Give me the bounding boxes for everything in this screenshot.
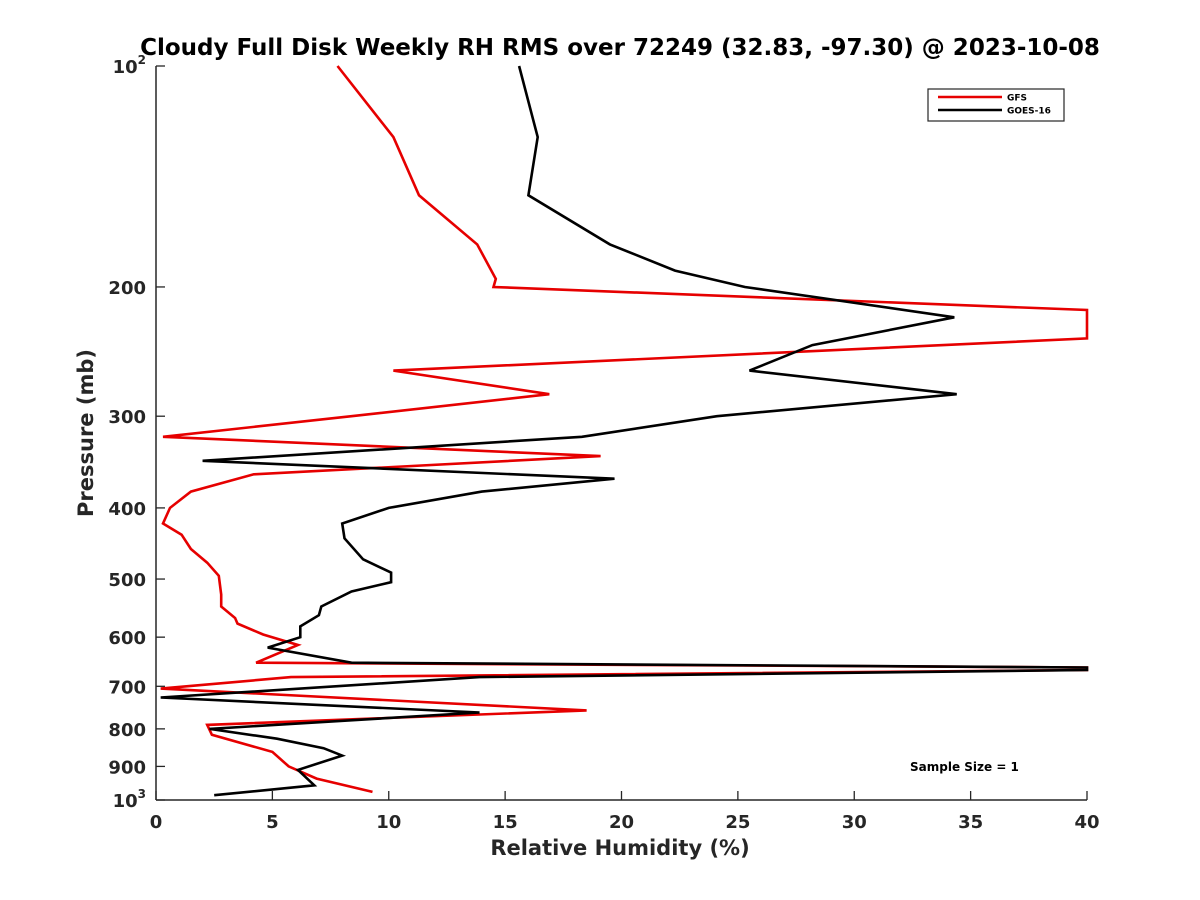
x-tick-label: 0	[150, 812, 163, 833]
legend-box	[927, 88, 1065, 122]
y-tick-label: 500	[108, 570, 146, 591]
x-tick-label: 20	[609, 812, 634, 833]
y-tick-label: 300	[108, 407, 146, 428]
x-tick-label: 35	[958, 812, 983, 833]
y-tick-label: 700	[108, 677, 146, 698]
x-tick-label: 40	[1074, 812, 1099, 833]
y-tick-label: 102	[113, 53, 146, 78]
sample-size-annotation: Sample Size = 1	[910, 760, 1019, 774]
x-axis-ticks: 0 5 10 15 20 25 30 35 40	[150, 791, 1100, 833]
series-line-gfs	[160, 65, 1089, 794]
y-axis-label: Pressure (mb)	[74, 349, 98, 517]
legend-label-goes-16: GOES-16	[1007, 107, 1051, 117]
legend: GFS GOES-16	[927, 88, 1065, 122]
legend-label-gfs: GFS	[1007, 94, 1027, 104]
y-tick-label: 200	[108, 278, 146, 299]
plot-lines	[160, 65, 1089, 797]
y-tick-label: 103	[113, 787, 146, 812]
x-axis-label: Relative Humidity (%)	[490, 836, 749, 860]
y-tick-label: 400	[108, 499, 146, 520]
x-tick-label: 30	[842, 812, 867, 833]
series-line-goes-16	[160, 65, 1089, 797]
y-tick-label: 900	[108, 757, 146, 778]
y-axis-ticks: 102 200 300 400 500 600 700 800 900 103	[108, 53, 165, 812]
x-tick-label: 15	[493, 812, 518, 833]
chart-title: Cloudy Full Disk Weekly RH RMS over 7224…	[140, 35, 1100, 61]
x-tick-label: 5	[266, 812, 279, 833]
y-tick-label: 600	[108, 628, 146, 649]
x-tick-label: 25	[725, 812, 750, 833]
x-tick-label: 10	[376, 812, 401, 833]
y-tick-label: 800	[108, 720, 146, 741]
